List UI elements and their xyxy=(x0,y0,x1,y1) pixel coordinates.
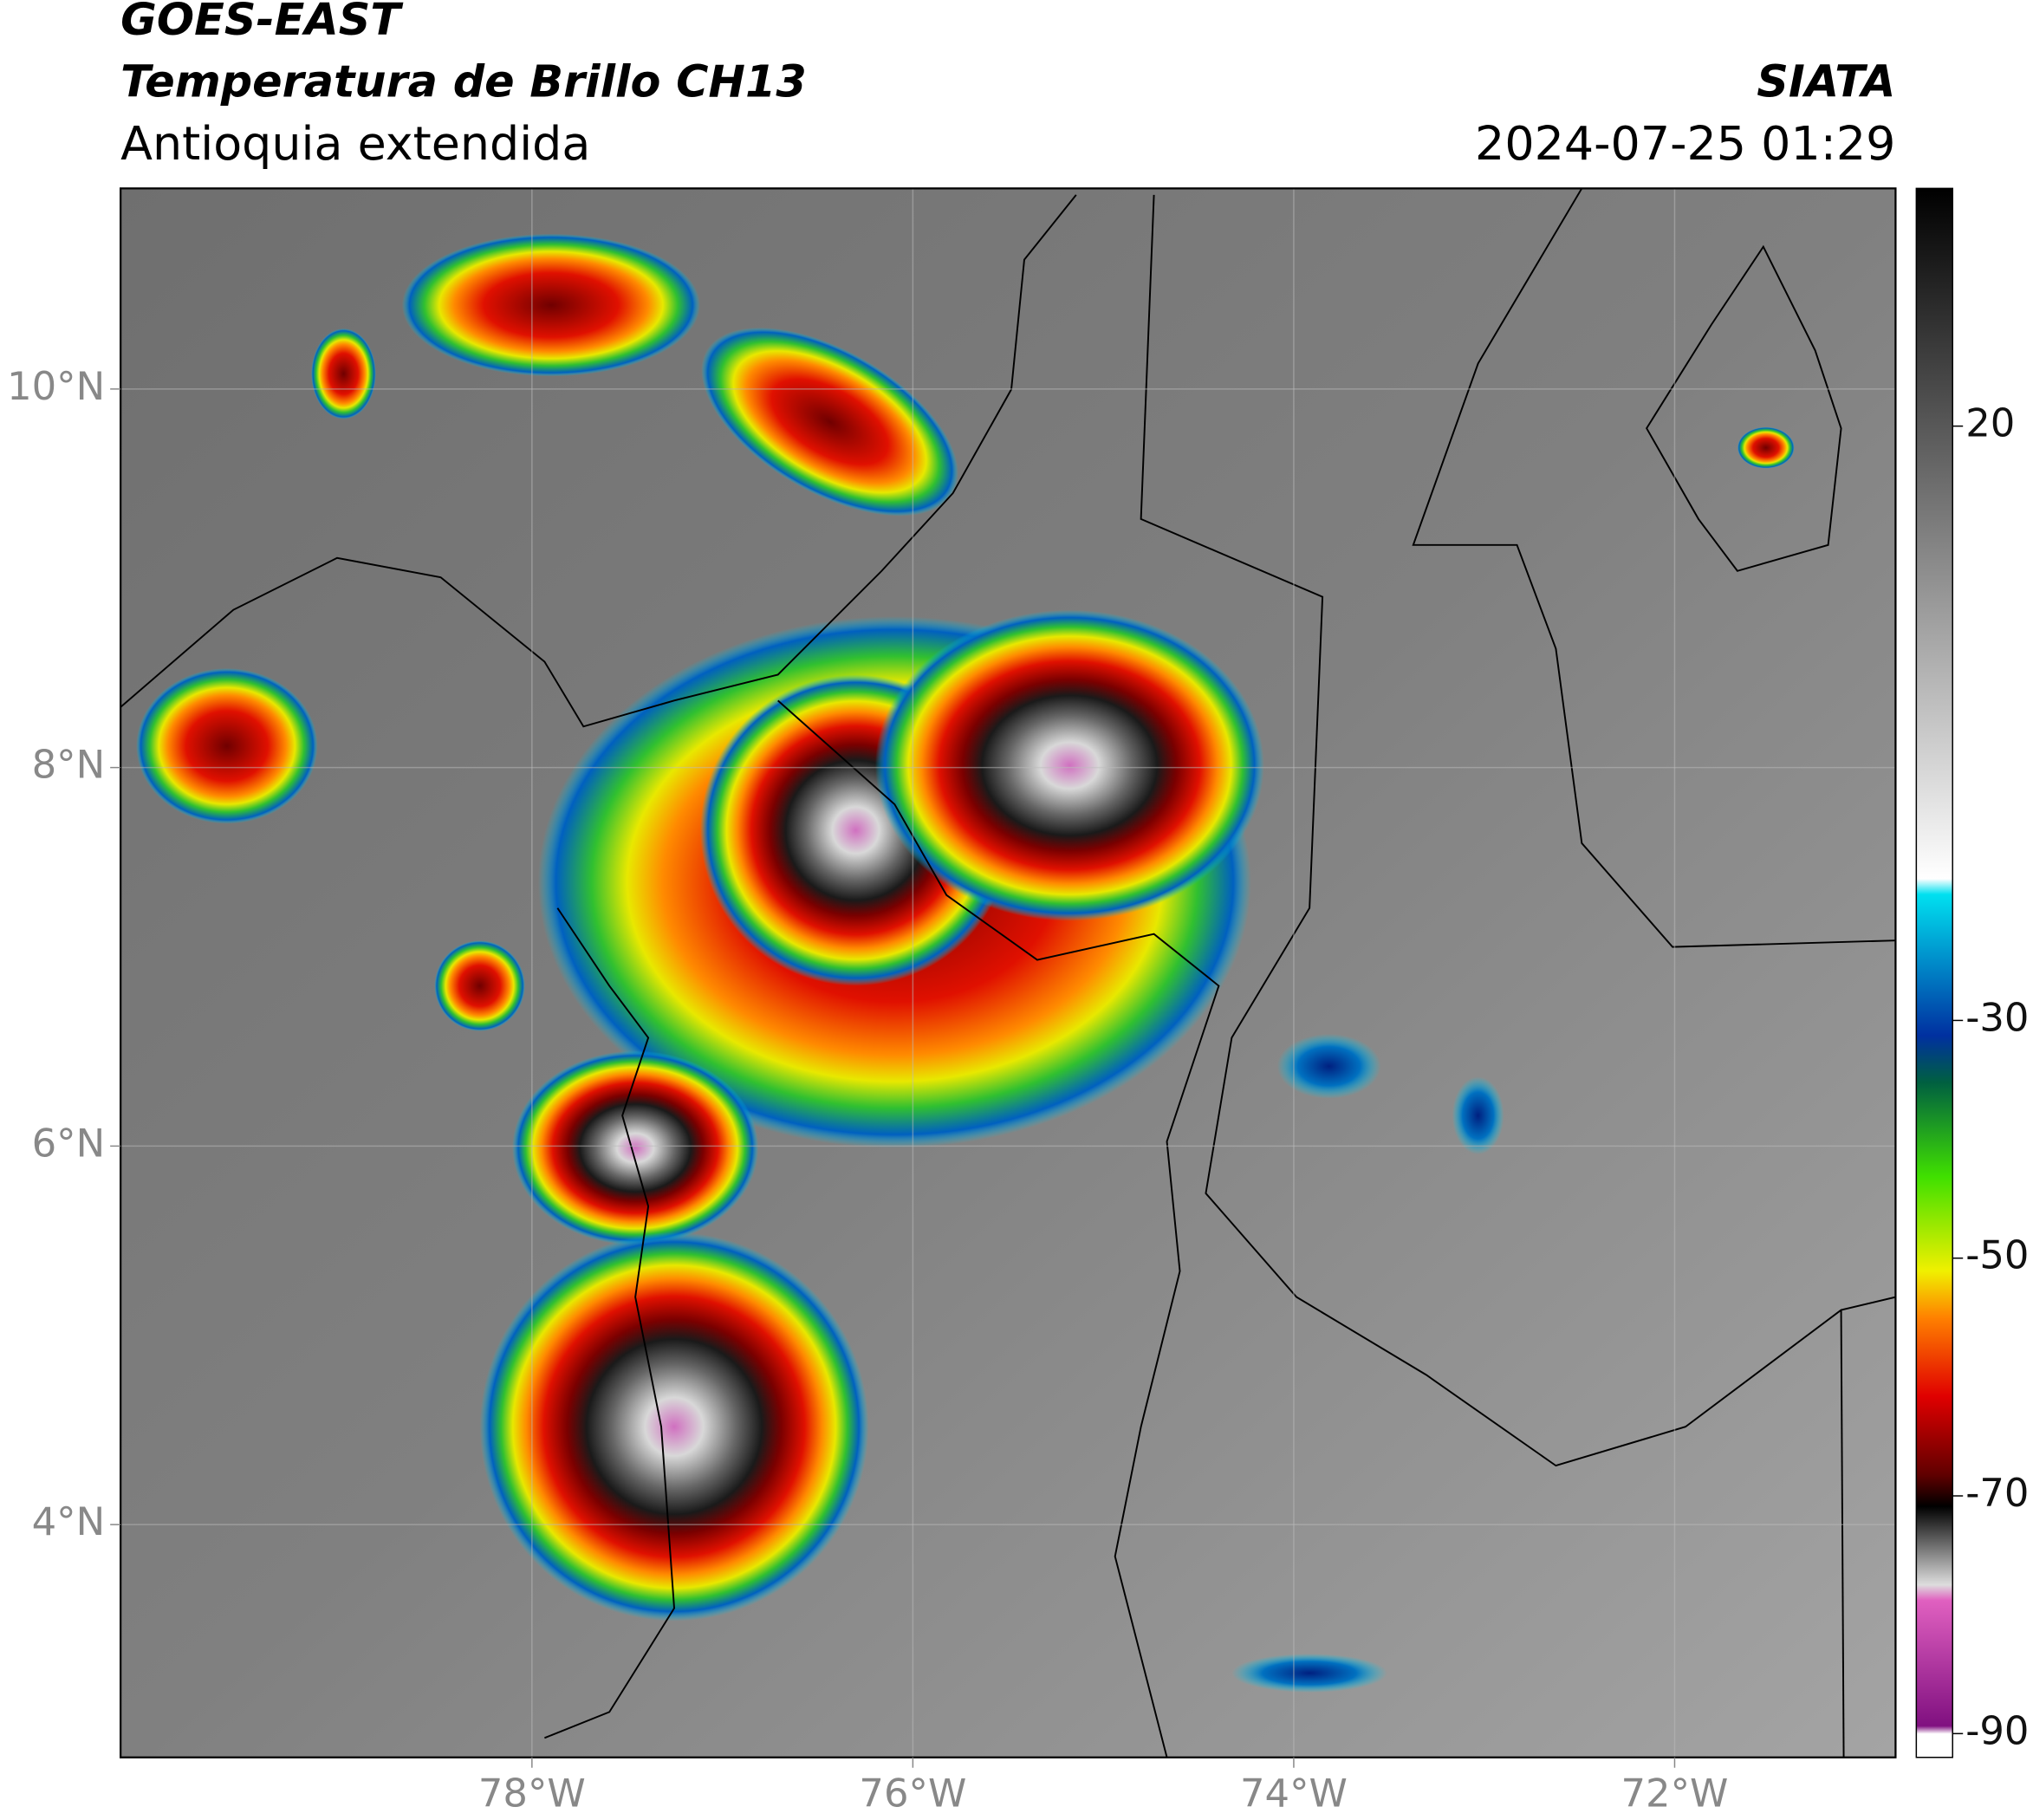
cold-cloud xyxy=(1276,1033,1381,1099)
datetime-label: 2024-07-25 01:29 xyxy=(1475,116,1895,171)
lat-tick-label: 10°N xyxy=(7,363,105,409)
lat-tick-label: 6°N xyxy=(32,1120,106,1166)
source-label: SIATA xyxy=(1757,56,1895,107)
lon-tick-label: 76°W xyxy=(859,1771,966,1817)
colorbar-tick-label: -70 xyxy=(1965,1470,2029,1516)
storm xyxy=(434,940,525,1031)
region-title: Antioquia extendida xyxy=(120,116,590,171)
storm xyxy=(311,328,376,419)
lon-tick-label: 78°W xyxy=(478,1771,586,1817)
colorbar-tick-label: -50 xyxy=(1965,1232,2029,1278)
colorbar-tick-label: -30 xyxy=(1965,994,2029,1040)
storm xyxy=(511,1050,759,1245)
storm xyxy=(136,667,318,824)
lon-tick-label: 72°W xyxy=(1621,1771,1729,1817)
colorbar xyxy=(1915,187,1953,1758)
storm xyxy=(479,1232,869,1622)
map-imagery xyxy=(120,188,1896,1758)
lon-tick-label: 74°W xyxy=(1240,1771,1348,1817)
borders xyxy=(120,188,1896,1758)
colorbar-tick-label: 20 xyxy=(1965,400,2015,446)
cold-cloud xyxy=(1452,1076,1504,1155)
storm xyxy=(401,233,700,377)
colorbar-tick-label: -90 xyxy=(1965,1707,2029,1753)
storm xyxy=(1737,426,1795,469)
cold-cloud xyxy=(1231,1654,1387,1693)
product-title: Temperatura de Brillo CH13 xyxy=(120,56,807,107)
storm xyxy=(701,327,958,517)
lat-tick-label: 8°N xyxy=(32,742,106,788)
map-frame xyxy=(120,187,1897,1758)
lat-tick-label: 4°N xyxy=(32,1498,106,1544)
storm xyxy=(874,609,1264,921)
satellite-title: GOES-EAST xyxy=(120,0,404,45)
